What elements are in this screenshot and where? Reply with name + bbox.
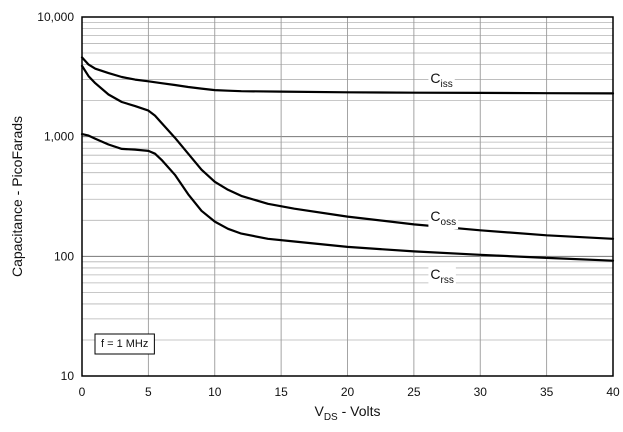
ciss-line [80, 56, 615, 95]
x-tick-label: 0 [79, 385, 86, 399]
grid-lines [82, 17, 613, 376]
x-tick-label: 15 [274, 385, 288, 399]
frequency-annotation: f = 1 MHz [94, 333, 155, 355]
series-group [80, 56, 615, 262]
series-label-main: C [430, 70, 440, 86]
x-tick-label: 40 [606, 385, 620, 399]
plot-frame [81, 16, 614, 377]
x-tick-label: 10 [208, 385, 222, 399]
x-tick-label: 5 [145, 385, 152, 399]
coss-label: Coss [430, 208, 456, 228]
ciss-label: Ciss [430, 70, 452, 90]
y-tick-labels: 10 100 1,000 10,000 [37, 10, 74, 383]
series-label-sub: iss [441, 79, 453, 90]
x-axis-title: VDS - Volts [314, 403, 380, 423]
crss-line [80, 133, 615, 262]
crss-label: Crss [430, 266, 453, 286]
x-tick-label: 25 [407, 385, 421, 399]
series-label-main: C [430, 208, 440, 224]
x-tick-label: 30 [474, 385, 488, 399]
y-tick-label: 1,000 [44, 130, 74, 144]
series-label-main: C [430, 266, 440, 282]
series-label-sub: oss [441, 217, 457, 228]
y-axis-title: Capacitance - PicoFarads [9, 116, 25, 277]
y-tick-label: 100 [54, 249, 74, 263]
series-label-backing [428, 68, 455, 91]
series-label-backing [428, 264, 456, 287]
series-label-backing [428, 207, 459, 230]
annotation-text: f = 1 MHz [101, 338, 148, 350]
x-tick-label: 35 [540, 385, 554, 399]
x-tick-label: 20 [341, 385, 355, 399]
series-label-sub: rss [441, 275, 454, 286]
y-tick-label: 10 [61, 369, 75, 383]
coss-line [80, 64, 615, 240]
x-tick-labels: 0 5 10 15 20 25 30 35 40 [79, 385, 620, 399]
x-axis-title-rest: - Volts [338, 403, 381, 419]
y-tick-label: 10,000 [37, 10, 74, 24]
annotation-box [94, 333, 155, 355]
x-axis-title-main: V [314, 403, 324, 419]
x-axis-title-sub: DS [324, 412, 338, 423]
